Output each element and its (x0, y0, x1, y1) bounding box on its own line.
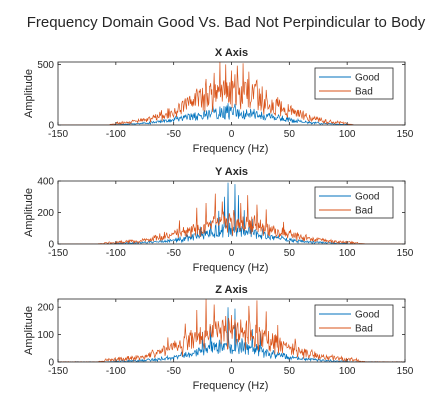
x-axis-label: Frequency (Hz) (193, 262, 269, 274)
x-tick-label: -100 (106, 129, 126, 140)
y-tick-label: 100 (37, 330, 54, 341)
x-tick-label: -50 (166, 366, 181, 377)
y-tick-label: 0 (48, 121, 54, 132)
panel-1: -150 -100 -50 0 50 100 150 0 500 X Axis Frequency … (23, 47, 414, 155)
x-tick-label: 0 (229, 248, 235, 259)
panel-title: Y Axis (215, 166, 248, 178)
y-axis-label: Amplitude (23, 69, 35, 118)
legend-box (314, 186, 394, 219)
x-axis-label: Frequency (Hz) (193, 380, 269, 392)
legend-entry-bad: Bad (355, 206, 373, 217)
y-axis-label: Amplitude (23, 306, 35, 355)
legend-box (314, 304, 394, 337)
y-tick-label: 0 (48, 358, 54, 369)
y-tick-label: 0 (48, 240, 54, 251)
x-tick-label: 50 (284, 248, 296, 259)
legend-entry-good: Good (355, 192, 379, 203)
x-tick-label: -100 (106, 366, 126, 377)
legend: Good Bad (314, 304, 394, 337)
legend-box (314, 67, 394, 100)
x-tick-label: 50 (284, 129, 296, 140)
series-line-good (58, 103, 405, 125)
x-tick-label: -100 (106, 248, 126, 259)
x-tick-label: -150 (48, 366, 68, 377)
x-tick-label: -150 (48, 129, 68, 140)
legend-entry-bad: Bad (355, 87, 373, 98)
legend-entry-good: Good (355, 73, 379, 84)
x-tick-label: 50 (284, 366, 296, 377)
legend: Good Bad (314, 67, 394, 100)
y-tick-label: 200 (37, 208, 54, 219)
legend: Good Bad (314, 186, 394, 219)
panel-2: -150 -100 -50 0 50 100 150 0 200 400 Y Axis Frequen… (23, 166, 414, 274)
legend-entry-good: Good (355, 310, 379, 321)
x-tick-label: 150 (397, 366, 414, 377)
panel-title: Z Axis (215, 284, 248, 296)
y-tick-label: 400 (37, 177, 54, 188)
x-tick-label: 0 (229, 129, 235, 140)
y-axis-label: Amplitude (23, 188, 35, 237)
x-tick-label: -50 (166, 129, 181, 140)
x-tick-label: 100 (339, 366, 356, 377)
x-tick-label: -50 (166, 248, 181, 259)
legend-entry-bad: Bad (355, 324, 373, 335)
x-tick-label: 150 (397, 129, 414, 140)
y-tick-label: 500 (37, 60, 54, 71)
panel-title: X Axis (215, 47, 248, 59)
panel-3: -150 -100 -50 0 50 100 150 0 100 200 Z Axis Frequen… (23, 284, 414, 392)
figure-title: Frequency Domain Good Vs. Bad Not Perpin… (27, 14, 426, 31)
x-axis-label: Frequency (Hz) (193, 143, 269, 155)
x-tick-label: 100 (339, 129, 356, 140)
y-tick-label: 200 (37, 303, 54, 314)
x-tick-label: 100 (339, 248, 356, 259)
x-tick-label: 150 (397, 248, 414, 259)
x-tick-label: -150 (48, 248, 68, 259)
x-tick-label: 0 (229, 366, 235, 377)
